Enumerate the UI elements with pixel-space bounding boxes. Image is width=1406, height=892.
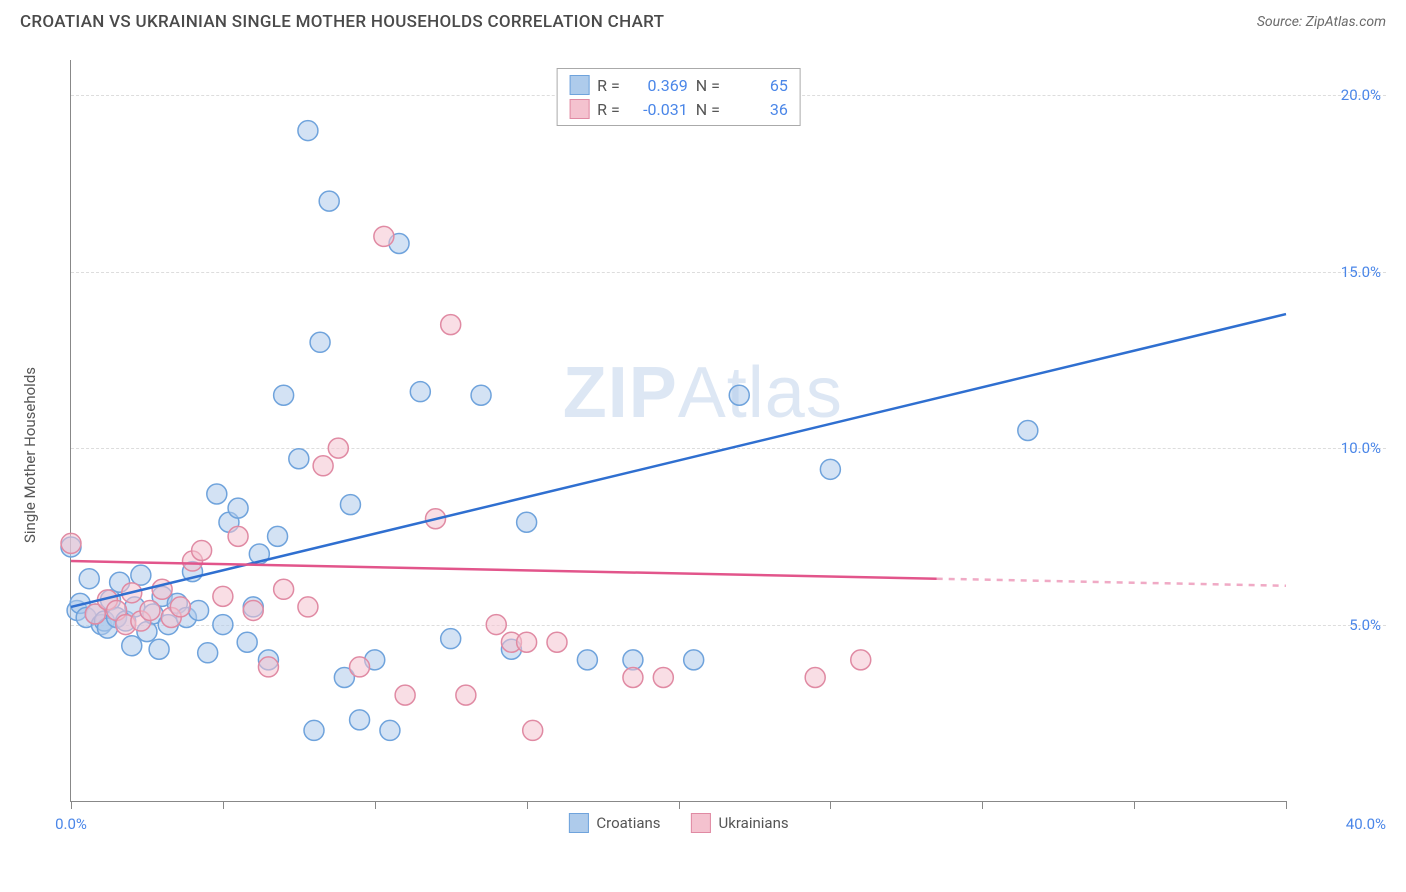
legend-label: Ukrainians: [719, 814, 789, 832]
y-tick-label: 5.0%: [1349, 616, 1381, 634]
legend-swatch-croatians: [569, 75, 589, 95]
x-tick: [223, 801, 224, 809]
chart-container: Single Mother Households ZIPAtlas R = 0.…: [50, 50, 1386, 842]
legend-R-value-2: -0.031: [628, 100, 688, 119]
y-axis-label: Single Mother Households: [21, 367, 39, 543]
x-tick: [527, 801, 528, 809]
legend-swatch-ukrainians: [691, 813, 711, 833]
plot-area: ZIPAtlas R = 0.369 N = 65 R = -0.031 N =…: [70, 60, 1286, 802]
legend-N-label: N =: [696, 100, 720, 119]
legend-N-value-1: 65: [728, 76, 788, 95]
y-tick-label: 10.0%: [1341, 439, 1381, 457]
x-tick: [71, 801, 72, 809]
x-tick: [830, 801, 831, 809]
legend-item-ukrainians: Ukrainians: [691, 813, 789, 833]
x-tick: [1286, 801, 1287, 809]
y-tick-label: 20.0%: [1341, 86, 1381, 104]
x-tick-label: 0.0%: [55, 815, 87, 833]
legend-label: Croatians: [596, 814, 660, 832]
chart-header: CROATIAN VS UKRAINIAN SINGLE MOTHER HOUS…: [0, 0, 1406, 40]
legend-stats-row-2: R = -0.031 N = 36: [569, 97, 788, 121]
source-label: Source: ZipAtlas.com: [1257, 14, 1386, 30]
legend-swatch-croatians: [568, 813, 588, 833]
legend-R-label: R =: [597, 76, 620, 95]
legend-R-value-1: 0.369: [628, 76, 688, 95]
scatter-svg: [71, 60, 1286, 801]
x-tick: [679, 801, 680, 809]
legend-swatch-ukrainians: [569, 99, 589, 119]
legend-item-croatians: Croatians: [568, 813, 660, 833]
legend-N-label: N =: [696, 76, 720, 95]
x-tick-label: 40.0%: [1346, 815, 1386, 833]
y-tick-label: 15.0%: [1341, 263, 1381, 281]
legend-stats-box: R = 0.369 N = 65 R = -0.031 N = 36: [556, 68, 801, 126]
legend-R-label: R =: [597, 100, 620, 119]
legend-N-value-2: 36: [728, 100, 788, 119]
chart-title: CROATIAN VS UKRAINIAN SINGLE MOTHER HOUS…: [20, 12, 664, 32]
x-tick: [1134, 801, 1135, 809]
legend-series: Croatians Ukrainians: [568, 813, 788, 833]
legend-stats-row-1: R = 0.369 N = 65: [569, 73, 788, 97]
x-tick: [982, 801, 983, 809]
x-tick: [375, 801, 376, 809]
